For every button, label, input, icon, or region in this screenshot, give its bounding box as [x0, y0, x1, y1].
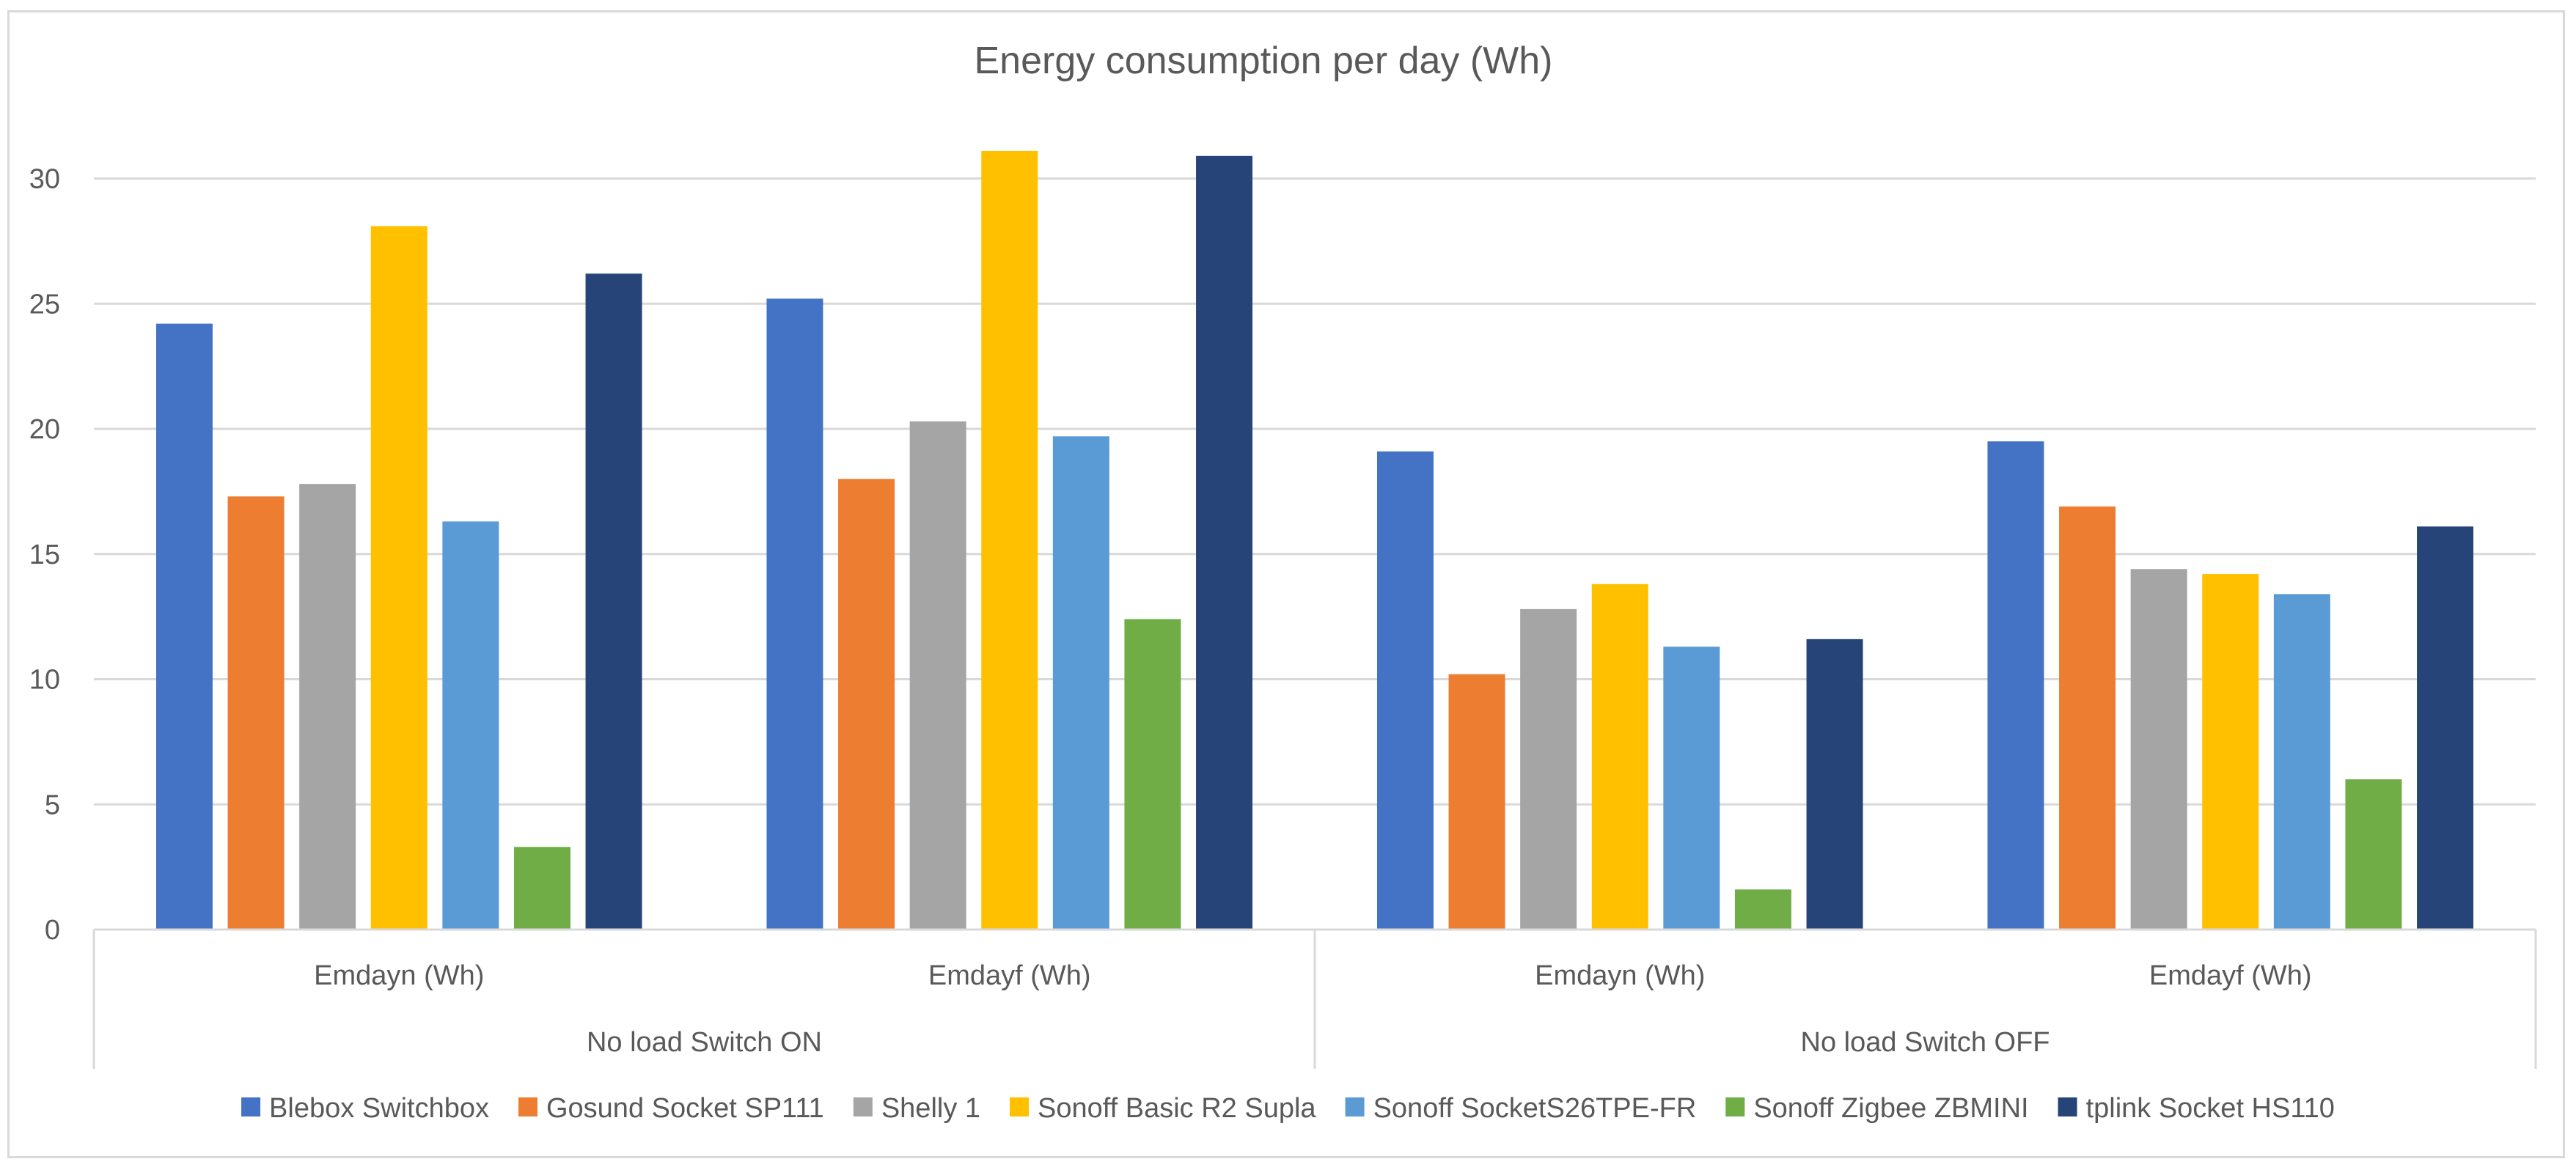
bar-sonoff-zigbee-zbmini-3: [2345, 779, 2402, 930]
bar-shelly-1-3: [2130, 569, 2187, 930]
legend-label: Sonoff Zigbee ZBMINI: [1753, 1093, 2028, 1124]
legend-label: Gosund Socket SP111: [546, 1093, 824, 1124]
bar-sonoff-basic-r2-supla-0: [370, 226, 428, 930]
x-category-label: Emdayn (Wh): [314, 960, 484, 991]
y-tick-label: 15: [29, 540, 60, 570]
y-tick-label: 5: [45, 790, 60, 820]
bar-sonoff-zigbee-zbmini-2: [1734, 889, 1791, 930]
legend-swatch: [1345, 1097, 1365, 1116]
legend-label: Sonoff SocketS26TPE-FR: [1373, 1093, 1697, 1124]
x-category-label: Emdayf (Wh): [928, 960, 1091, 991]
bar-sonoff-sockets26tpe-fr-1: [1052, 436, 1109, 930]
legend-label: Shelly 1: [881, 1093, 980, 1124]
bar-sonoff-sockets26tpe-fr-0: [442, 521, 499, 930]
x-axis-labels: Emdayn (Wh) Emdayf (Wh) Emdayn (Wh) Emdayf …: [314, 960, 2311, 1058]
legend-item: Sonoff Zigbee ZBMINI: [1725, 1093, 2029, 1124]
bar-sonoff-sockets26tpe-fr-3: [2273, 594, 2330, 930]
bar-shelly-1-2: [1520, 608, 1577, 930]
legend-swatch: [853, 1097, 873, 1116]
legend-label: Sonoff Basic R2 Supla: [1038, 1093, 1316, 1124]
bar-gosund-socket-sp111-1: [838, 479, 895, 930]
legend-item: Gosund Socket SP111: [518, 1093, 824, 1124]
legend-item: tplink Socket HS110: [2058, 1093, 2335, 1124]
bar-tplink-socket-hs110-2: [1806, 639, 1863, 930]
legend-item: Sonoff SocketS26TPE-FR: [1345, 1093, 1697, 1124]
x-axis: [92, 928, 2537, 1069]
x-group-label: No load Switch OFF: [1801, 1027, 2050, 1058]
legend: Blebox Switchbox Gosund Socket SP111 Shell…: [241, 1093, 2335, 1124]
legend-swatch: [1010, 1097, 1030, 1116]
bar-gosund-socket-sp111-0: [227, 496, 285, 930]
bar-shelly-1-1: [909, 421, 966, 930]
y-axis-ticks: 0 5 10 15 20 25 30: [29, 164, 60, 946]
legend-item: Blebox Switchbox: [241, 1093, 489, 1124]
bar-tplink-socket-hs110-0: [585, 273, 642, 930]
bar-sonoff-basic-r2-supla-3: [2202, 574, 2259, 930]
y-tick-label: 0: [45, 915, 60, 946]
bar-tplink-socket-hs110-3: [2417, 526, 2474, 930]
bar-sonoff-sockets26tpe-fr-2: [1663, 647, 1720, 930]
gridlines: [94, 177, 2536, 806]
y-tick-label: 20: [29, 414, 60, 445]
legend-swatch: [1725, 1097, 1745, 1116]
legend-swatch: [241, 1097, 261, 1116]
bar-shelly-1-0: [299, 484, 356, 930]
bar-sonoff-zigbee-zbmini-0: [513, 847, 570, 930]
x-group-label: No load Switch ON: [587, 1027, 822, 1058]
legend-swatch: [2058, 1097, 2077, 1116]
bar-sonoff-zigbee-zbmini-1: [1124, 619, 1181, 930]
y-tick-label: 10: [29, 665, 60, 696]
bar-blebox-switchbox-3: [1987, 441, 2044, 930]
legend-label: Blebox Switchbox: [269, 1093, 489, 1124]
bar-gosund-socket-sp111-2: [1448, 674, 1505, 930]
legend-label: tplink Socket HS110: [2086, 1093, 2335, 1124]
bar-gosund-socket-sp111-3: [2059, 506, 2116, 930]
bar-blebox-switchbox-0: [155, 323, 213, 930]
bar-sonoff-basic-r2-supla-2: [1591, 584, 1648, 930]
bar-blebox-switchbox-1: [766, 298, 823, 930]
bar-sonoff-basic-r2-supla-1: [981, 150, 1038, 930]
bars: [155, 150, 2474, 930]
bar-blebox-switchbox-2: [1376, 451, 1434, 930]
y-tick-label: 25: [29, 289, 60, 320]
bar-tplink-socket-hs110-1: [1196, 155, 1253, 930]
legend-item: Sonoff Basic R2 Supla: [1010, 1093, 1316, 1124]
x-category-label: Emdayf (Wh): [2149, 960, 2312, 991]
y-tick-label: 30: [29, 164, 60, 195]
legend-swatch: [518, 1097, 537, 1116]
chart-title: Energy consumption per day (Wh): [974, 40, 1552, 82]
legend-item: Shelly 1: [853, 1093, 980, 1124]
x-category-label: Emdayn (Wh): [1535, 960, 1705, 991]
